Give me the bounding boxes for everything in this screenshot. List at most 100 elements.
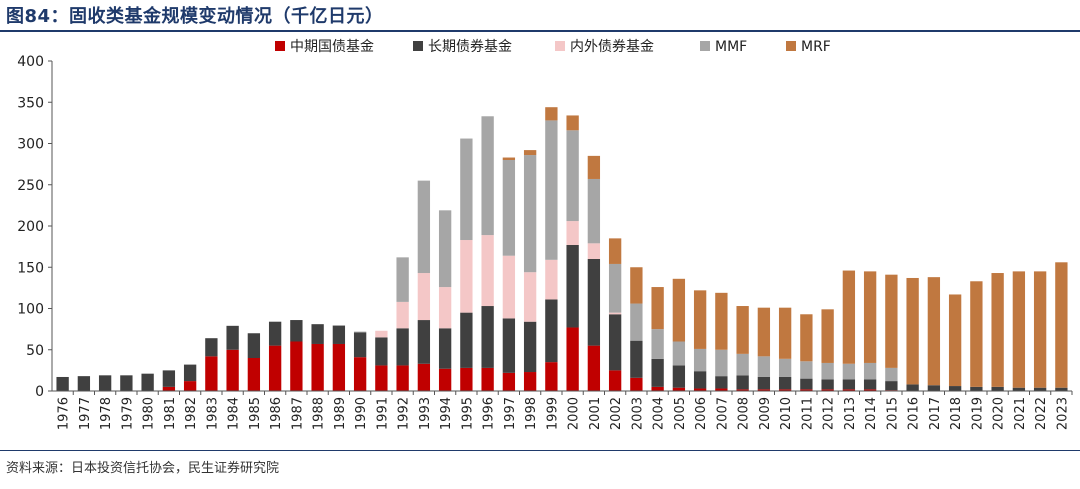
legend-swatch-2	[555, 41, 565, 51]
y-tick-label: 400	[17, 54, 44, 70]
x-tick-label: 1985	[248, 397, 263, 430]
bar-1993-series-2	[417, 273, 431, 321]
bar-2001-series-1	[587, 259, 601, 346]
x-tick-label: 1979	[120, 397, 135, 430]
bar-1990-series-0	[353, 357, 367, 391]
bar-1997-series-0	[502, 372, 516, 391]
bar-1999-series-3	[545, 120, 558, 260]
bar-1996-series-3	[481, 116, 494, 236]
x-tick-label: 2000	[567, 397, 582, 430]
x-tick-label: 2017	[928, 397, 943, 430]
bar-1994-series-2	[438, 287, 452, 329]
bar-2000-series-3	[566, 130, 579, 222]
bar-2008-series-0	[736, 389, 749, 391]
bar-2007-series-3	[715, 349, 728, 377]
x-tick-label: 2014	[864, 397, 879, 430]
bar-1997-series-1	[502, 318, 516, 373]
bar-1986-series-0	[268, 345, 282, 391]
bar-2005-series-0	[672, 387, 686, 391]
x-tick-label: 1992	[397, 397, 412, 430]
x-tick-label: 2007	[715, 397, 730, 430]
x-tick-label: 1987	[290, 397, 305, 430]
bar-2016-series-1	[906, 384, 919, 391]
bar-2011-series-4	[800, 314, 813, 362]
bar-2012-series-0	[821, 389, 834, 391]
x-tick-label: 2018	[949, 397, 964, 430]
bar-2012-series-1	[821, 379, 834, 390]
x-tick-label: 1981	[163, 397, 178, 430]
bar-2013-series-4	[842, 270, 856, 364]
bar-2000-series-4	[566, 115, 579, 131]
bar-2009-series-4	[757, 307, 771, 357]
legend-label-1: 长期债券基金	[428, 38, 512, 55]
legend-swatch-4	[786, 41, 796, 51]
bar-1998-series-2	[523, 272, 537, 322]
stacked-bar-chart: 0 50 100 150 200 250 300 350 400 1976 1977 1978 1979…	[17, 38, 1073, 430]
bar-1999-series-2	[545, 259, 558, 300]
bar-1992-series-2	[396, 301, 409, 329]
bar-2002-series-1	[608, 314, 622, 371]
x-tick-label: 2013	[843, 397, 858, 430]
bar-2023-series-1	[1055, 387, 1068, 391]
x-tick-label: 1978	[99, 397, 114, 430]
bar-2001-series-2	[587, 243, 601, 259]
bar-2003-series-0	[630, 377, 643, 391]
bar-2015-series-4	[885, 274, 898, 368]
bar-2008-series-3	[736, 353, 749, 376]
x-tick-label: 1990	[354, 397, 369, 430]
x-tick-label: 2002	[609, 397, 624, 430]
bar-2014-series-3	[863, 362, 877, 380]
x-tick-label: 2012	[822, 397, 837, 430]
bar-1993-series-0	[417, 363, 431, 391]
bar-2007-series-4	[715, 292, 728, 350]
bar-2009-series-1	[757, 376, 771, 390]
bar-2021-series-1	[1012, 387, 1026, 391]
x-tick-label: 2023	[1055, 397, 1070, 430]
bar-2010-series-1	[778, 376, 792, 390]
bar-1981-series-1	[162, 370, 176, 387]
bar-2008-series-4	[736, 306, 749, 354]
y-tick-label: 100	[17, 302, 44, 318]
legend-swatch-0	[275, 41, 285, 51]
figure-source: 资料来源：日本投资信托协会，民生证券研究院	[6, 461, 280, 476]
bar-2006-series-3	[693, 348, 707, 372]
bar-2004-series-3	[651, 329, 664, 359]
bar-1992-series-0	[396, 365, 409, 391]
bar-1981-series-0	[162, 386, 176, 391]
bar-1979-series-1	[120, 375, 133, 391]
x-tick-label: 1991	[375, 397, 390, 430]
bar-2011-series-0	[800, 389, 813, 391]
y-tick-label: 0	[35, 384, 44, 400]
x-tick-label: 2015	[885, 397, 900, 430]
bar-2007-series-1	[715, 376, 728, 389]
x-tick-label: 2008	[737, 397, 752, 430]
bar-1977-series-1	[77, 376, 91, 391]
bar-2009-series-3	[757, 356, 771, 377]
y-tick-label: 300	[17, 137, 44, 153]
x-tick-label: 1998	[524, 397, 539, 430]
bar-1976-series-1	[56, 376, 69, 391]
x-tick-label: 1999	[545, 397, 560, 430]
bar-1998-series-4	[523, 150, 537, 156]
bar-1999-series-0	[545, 362, 558, 391]
x-tick-label: 2019	[970, 397, 985, 430]
bar-1988-series-1	[311, 324, 324, 344]
bar-1996-series-0	[481, 367, 494, 391]
y-tick-label: 350	[17, 95, 44, 111]
x-tick-label: 1994	[439, 397, 454, 430]
x-tick-label: 2005	[673, 397, 688, 430]
x-tick-label: 1980	[142, 397, 157, 430]
bar-2003-series-4	[630, 267, 643, 304]
bar-2006-series-1	[693, 371, 707, 389]
title-rule	[0, 30, 1080, 32]
bar-2014-series-1	[863, 379, 877, 390]
bar-1982-series-1	[183, 364, 197, 382]
y-tick-label: 250	[17, 178, 44, 194]
bar-2000-series-0	[566, 327, 579, 391]
x-tick-label: 1996	[482, 397, 497, 430]
bar-2002-series-2	[608, 312, 622, 315]
bar-2015-series-3	[885, 367, 898, 382]
figure-title: 图84：固收类基金规模变动情况（千亿日元）	[6, 6, 384, 27]
bar-2004-series-4	[651, 287, 664, 330]
bar-1995-series-2	[460, 240, 473, 313]
